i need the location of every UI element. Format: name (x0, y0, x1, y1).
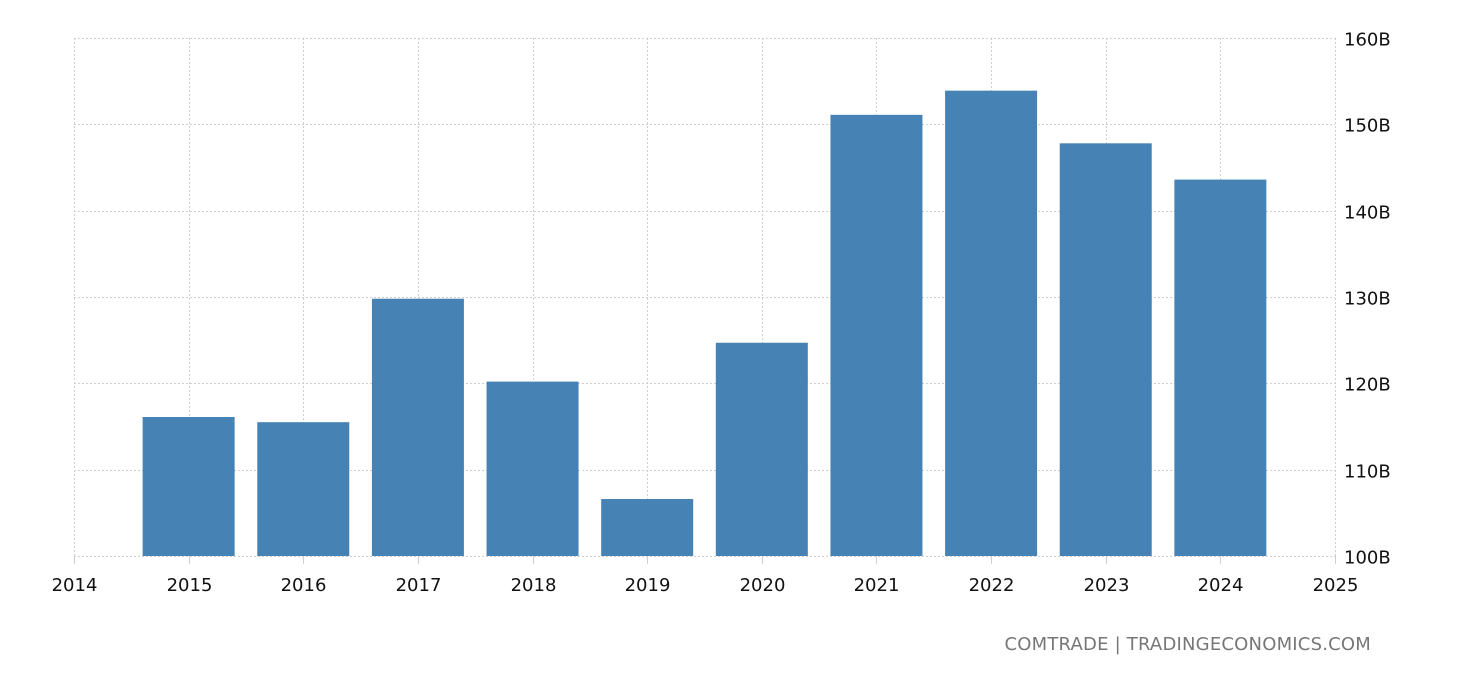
x-tick-label: 2018 (511, 575, 557, 596)
bar-2017[interactable] (371, 298, 464, 556)
bar-2023[interactable] (1059, 143, 1152, 556)
bar-2021[interactable] (830, 114, 923, 556)
y-tick-label: 150B (1344, 116, 1391, 137)
bar-2024[interactable] (1174, 179, 1267, 556)
bar-2019[interactable] (601, 499, 694, 556)
bar-2018[interactable] (486, 381, 579, 556)
x-tick-label: 2023 (1084, 575, 1130, 596)
x-tick-label: 2025 (1313, 575, 1359, 596)
y-tick-label: 100B (1344, 548, 1391, 569)
y-tick-label: 140B (1344, 203, 1391, 224)
x-tick-label: 2019 (625, 575, 671, 596)
x-tick-label: 2022 (969, 575, 1015, 596)
x-tick-label: 2021 (854, 575, 900, 596)
y-tick-label: 130B (1344, 289, 1391, 310)
x-tick-label: 2014 (52, 575, 98, 596)
y-tick-label: 160B (1344, 30, 1391, 51)
x-tick-label: 2024 (1198, 575, 1244, 596)
x-tick-label: 2020 (740, 575, 786, 596)
x-tick-label: 2017 (396, 575, 442, 596)
bar-2020[interactable] (715, 342, 808, 556)
y-tick-label: 120B (1344, 375, 1391, 396)
x-tick-label: 2015 (167, 575, 213, 596)
x-tick-label: 2016 (281, 575, 327, 596)
bar-2015[interactable] (142, 417, 235, 556)
source-label: COMTRADE | TRADINGECONOMICS.COM (1004, 634, 1371, 655)
bar-2016[interactable] (257, 422, 350, 556)
bar-2022[interactable] (945, 90, 1038, 556)
y-tick-label: 110B (1344, 462, 1391, 483)
